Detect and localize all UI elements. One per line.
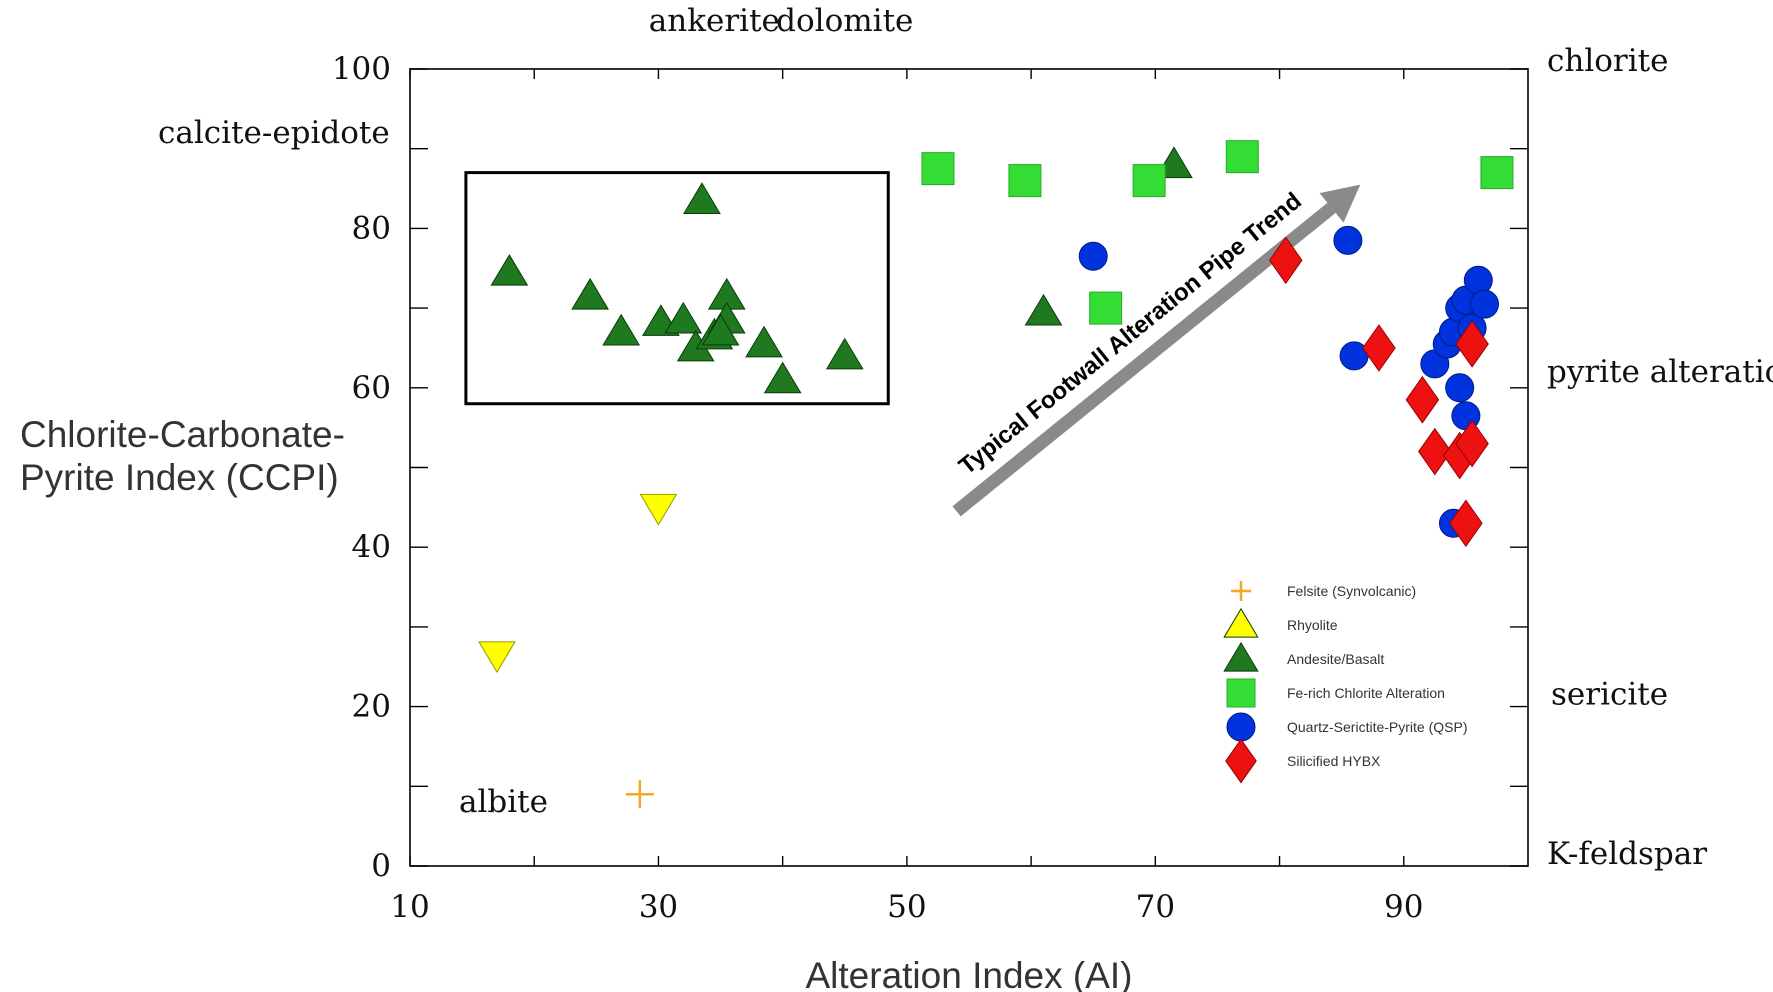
y-axis-label: Chlorite-Carbonate-: [20, 414, 345, 455]
data-point: [1089, 291, 1123, 325]
mineral-label-right: pyrite alteration: [1547, 354, 1773, 390]
series-3: [921, 140, 1514, 325]
legend-marker: [1231, 581, 1251, 601]
y-tick-label: 20: [352, 689, 391, 725]
data-point: [639, 493, 678, 526]
y-axis-label: Pyrite Index (CCPI): [20, 457, 339, 498]
data-point: [1078, 241, 1108, 271]
data-point: [1445, 373, 1475, 403]
data-point: [1463, 265, 1493, 295]
data-point: [763, 361, 802, 394]
legend-marker: [1226, 678, 1256, 708]
data-point: [1225, 140, 1259, 174]
data-point: [825, 337, 864, 370]
data-point: [1449, 499, 1483, 548]
mineral-label-right: chlorite: [1547, 43, 1668, 79]
x-tick-label: 70: [1136, 889, 1175, 925]
data-point: [1455, 419, 1489, 468]
x-tick-label: 10: [390, 889, 429, 925]
mineral-label-left: albite: [459, 784, 548, 820]
x-tick-label: 50: [887, 889, 926, 925]
data-point: [1455, 320, 1489, 368]
data-point: [701, 313, 740, 346]
trend-label: Typical Footwall Alteration Pipe Trend: [954, 187, 1307, 480]
data-point: [1405, 375, 1440, 424]
mineral-label-left: calcite-epidote: [158, 115, 390, 151]
legend-marker: [1223, 607, 1259, 638]
x-tick-label: 30: [639, 889, 678, 925]
data-point: [683, 182, 721, 214]
data-point: [745, 325, 783, 358]
data-point: [664, 301, 703, 334]
data-point: [1418, 427, 1452, 476]
data-point: [625, 780, 654, 809]
legend-label: Quartz-Serictite-Pyrite (QSP): [1287, 719, 1467, 735]
legend-label: Felsite (Synvolcanic): [1287, 583, 1416, 599]
legend-label: Andesite/Basalt: [1287, 651, 1384, 667]
data-point: [1132, 164, 1166, 198]
data-point: [1470, 289, 1500, 319]
data-point: [921, 152, 955, 186]
mineral-label-right: K-feldspar: [1547, 836, 1707, 872]
data-point: [1024, 293, 1063, 326]
x-axis-label: Alteration Index (AI): [806, 955, 1133, 992]
data-point: [478, 641, 516, 674]
legend-label: Rhyolite: [1287, 617, 1338, 633]
legend-marker: [1223, 641, 1259, 672]
data-point: [1008, 164, 1042, 198]
legend-label: Fe-rich Chlorite Alteration: [1287, 685, 1445, 701]
andesite-box: [464, 171, 890, 406]
series-2: [490, 146, 1193, 394]
mineral-label-right: sericite: [1551, 677, 1668, 713]
y-tick-label: 60: [352, 370, 391, 406]
legend-marker: [1226, 712, 1256, 742]
y-tick-label: 0: [371, 848, 391, 884]
mineral-label-top: dolomite: [776, 3, 913, 39]
data-point: [1362, 324, 1396, 372]
legend-marker: [1225, 738, 1257, 784]
trend-arrowhead: [1319, 184, 1361, 223]
y-tick-label: 80: [352, 210, 391, 246]
series-6: [478, 493, 678, 674]
series-0: [625, 780, 654, 809]
data-point: [1333, 225, 1363, 255]
data-point: [571, 277, 610, 310]
legend-label: Silicified HYBX: [1287, 753, 1381, 769]
y-tick-label: 40: [352, 529, 391, 565]
x-tick-label: 90: [1384, 889, 1423, 925]
mineral-label-top: ankerite: [649, 3, 780, 39]
data-point: [1480, 156, 1514, 190]
data-point: [1269, 236, 1303, 285]
trend-arrow: [952, 202, 1336, 517]
data-point: [490, 254, 529, 286]
data-point: [602, 313, 641, 346]
series-5: [1269, 236, 1489, 548]
y-tick-label: 100: [332, 51, 391, 87]
